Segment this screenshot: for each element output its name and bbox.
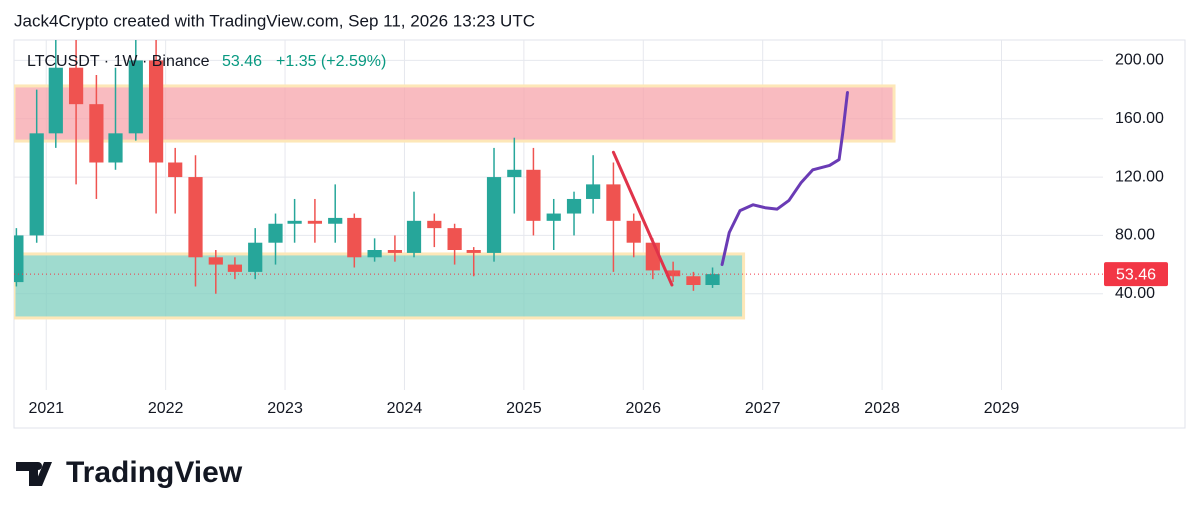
x-tick-label: 2026 [625,400,661,417]
drawing [611,150,674,287]
x-tick-label: 2027 [745,400,781,417]
candle-body [705,274,720,285]
candle-body [626,220,641,243]
plot [14,40,1103,390]
candle-body [347,217,362,258]
y-tick-label: 80.00 [1115,227,1155,244]
x-tick-label: 2021 [28,400,64,417]
candle-body [566,198,582,214]
candle-body [68,67,84,105]
last-price-label: 53.46 [1116,266,1156,283]
x-tick-label: 2025 [506,400,542,417]
candle-body [29,133,44,236]
x-tick-label: 2024 [387,400,423,417]
candle-body [328,217,343,224]
candle-body [227,264,243,272]
y-tick-label: 120.00 [1115,168,1164,185]
zone [14,84,896,143]
x-tick-label: 2023 [267,400,303,417]
candle-body [188,177,203,258]
candle-body [108,133,123,163]
overlay: 2021 2022 2023 2024 2025 2026 2027 2028 2029 40.0… [28,52,1168,417]
logo-icon [16,462,52,486]
candle-body [606,184,621,221]
x-tick-label: 2028 [864,400,900,417]
candle-body [507,169,522,178]
x-tick-label: 2022 [148,400,184,417]
logo: TradingView [66,456,243,489]
candle-body [526,169,541,221]
candle-body [48,67,63,134]
symbol: LTCUSDT · 1W · Binance [27,53,210,70]
candle-body [148,60,164,163]
x-tick-label: 2029 [984,400,1020,417]
change: +1.35 (+2.59%) [276,53,386,70]
zone [14,252,746,320]
price: 53.46 [222,53,262,70]
chart-frame [13,39,1186,429]
candle-body [287,220,302,224]
candle-body [168,162,183,178]
candle-body [128,60,143,134]
candle-body [427,220,442,229]
candle-body [14,235,24,283]
candle-body [466,250,481,253]
candle-body [387,250,403,253]
candle-body [307,220,323,224]
candle-body [367,250,382,258]
candle-body [666,270,681,277]
candle-body [486,177,502,253]
candle-body [406,220,422,253]
candle-body [586,184,601,199]
candle-body [268,223,283,243]
attribution: Jack4Crypto created with TradingView.com… [14,11,535,30]
candle-body [208,257,223,265]
y-tick-label: 160.00 [1115,110,1164,127]
candle-body [546,213,561,221]
y-tick-label: 200.00 [1115,52,1164,69]
candle-body [89,104,104,163]
drawing [720,91,849,267]
y-tick-label: 40.00 [1115,285,1155,302]
candle-body [686,276,701,285]
candle-body [248,242,263,272]
last-price-box [1104,262,1168,287]
candle-body [447,228,462,250]
